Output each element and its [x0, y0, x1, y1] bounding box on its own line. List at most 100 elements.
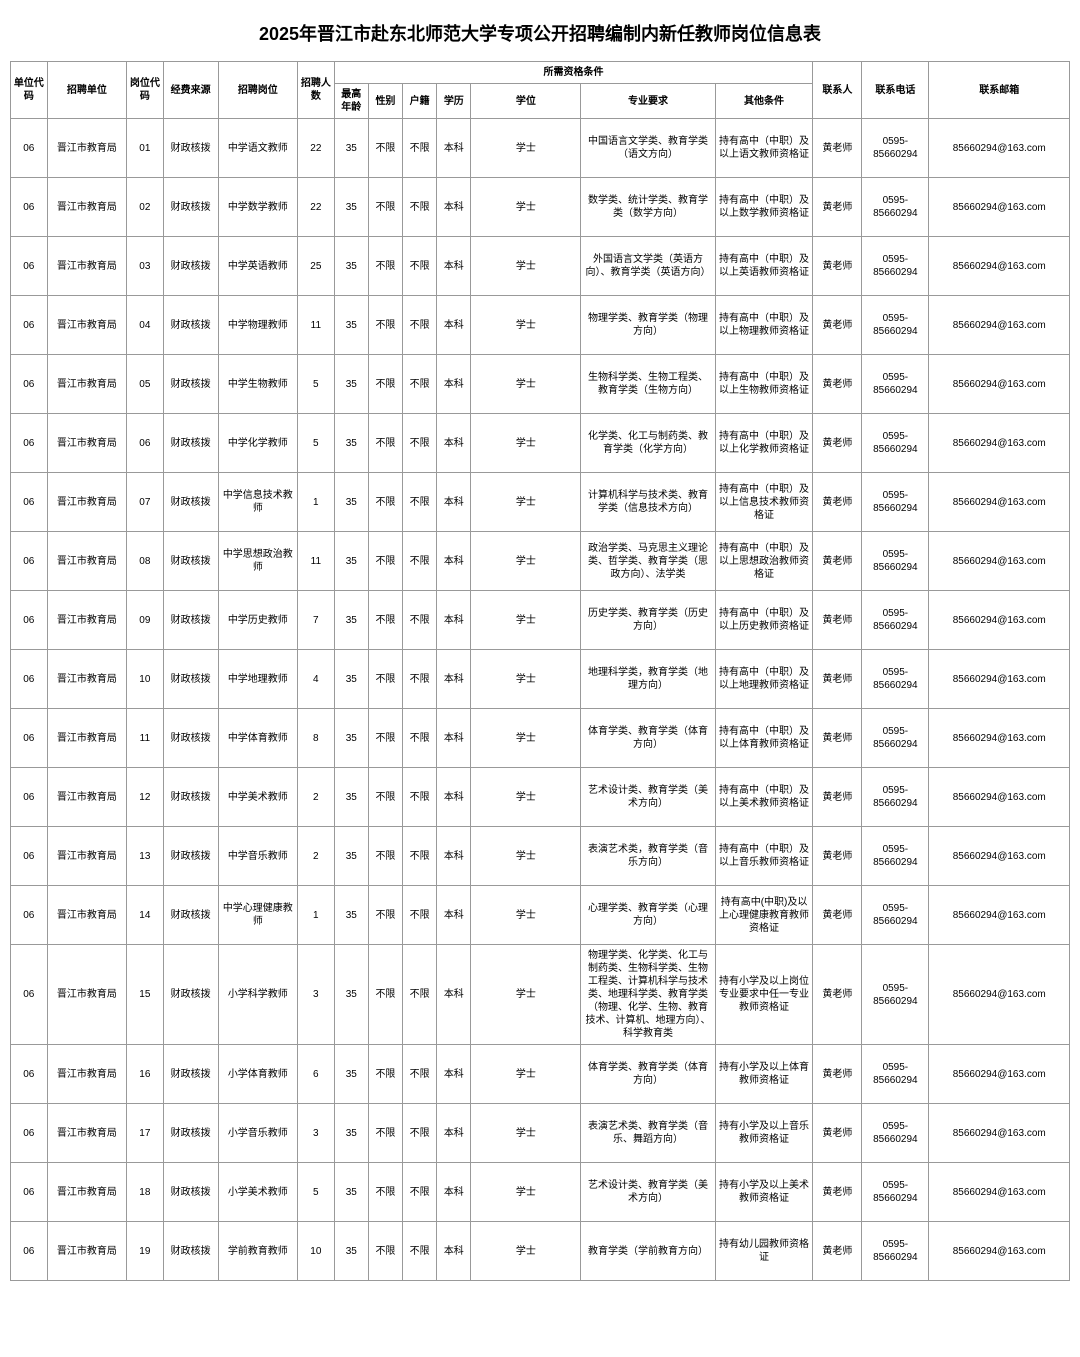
cell-contact: 黄老师 [813, 591, 862, 650]
cell-posName: 中学心理健康教师 [218, 886, 297, 945]
table-row: 06晋江市教育局06财政核拨中学化学教师535不限不限本科学士化学类、化工与制药… [11, 414, 1070, 473]
cell-gender: 不限 [368, 945, 402, 1045]
cell-unit: 晋江市教育局 [47, 827, 126, 886]
cell-other: 持有高中（中职）及以上音乐教师资格证 [715, 827, 813, 886]
cell-posName: 中学数学教师 [218, 178, 297, 237]
cell-fund: 财政核拨 [163, 532, 218, 591]
cell-unitCode: 06 [11, 1104, 48, 1163]
cell-fund: 财政核拨 [163, 355, 218, 414]
cell-age: 35 [334, 355, 368, 414]
cell-unitCode: 06 [11, 178, 48, 237]
cell-fund: 财政核拨 [163, 414, 218, 473]
cell-degree: 学士 [471, 768, 581, 827]
cell-degree: 学士 [471, 1163, 581, 1222]
cell-contact: 黄老师 [813, 650, 862, 709]
table-row: 06晋江市教育局05财政核拨中学生物教师535不限不限本科学士生物科学类、生物工… [11, 355, 1070, 414]
cell-email: 85660294@163.com [929, 591, 1070, 650]
cell-posName: 中学体育教师 [218, 709, 297, 768]
header-contact: 联系人 [813, 62, 862, 119]
cell-huji: 不限 [403, 1222, 437, 1281]
cell-huji: 不限 [403, 473, 437, 532]
cell-edu: 本科 [437, 414, 471, 473]
cell-phone: 0595-85660294 [862, 296, 929, 355]
cell-edu: 本科 [437, 1104, 471, 1163]
cell-contact: 黄老师 [813, 237, 862, 296]
cell-age: 35 [334, 591, 368, 650]
cell-huji: 不限 [403, 945, 437, 1045]
cell-contact: 黄老师 [813, 1163, 862, 1222]
cell-major: 化学类、化工与制药类、教育学类（化学方向） [581, 414, 715, 473]
cell-gender: 不限 [368, 355, 402, 414]
cell-count: 10 [298, 1222, 335, 1281]
cell-huji: 不限 [403, 709, 437, 768]
cell-posCode: 09 [127, 591, 164, 650]
cell-edu: 本科 [437, 1222, 471, 1281]
cell-posCode: 07 [127, 473, 164, 532]
cell-degree: 学士 [471, 1104, 581, 1163]
cell-huji: 不限 [403, 591, 437, 650]
cell-unitCode: 06 [11, 119, 48, 178]
cell-other: 持有幼儿园教师资格证 [715, 1222, 813, 1281]
cell-fund: 财政核拨 [163, 886, 218, 945]
cell-age: 35 [334, 827, 368, 886]
cell-phone: 0595-85660294 [862, 709, 929, 768]
table-row: 06晋江市教育局18财政核拨小学美术教师535不限不限本科学士艺术设计类、教育学… [11, 1163, 1070, 1222]
cell-unitCode: 06 [11, 1163, 48, 1222]
cell-edu: 本科 [437, 591, 471, 650]
cell-email: 85660294@163.com [929, 768, 1070, 827]
cell-contact: 黄老师 [813, 532, 862, 591]
cell-posName: 学前教育教师 [218, 1222, 297, 1281]
cell-posName: 小学美术教师 [218, 1163, 297, 1222]
table-row: 06晋江市教育局04财政核拨中学物理教师1135不限不限本科学士物理学类、教育学… [11, 296, 1070, 355]
cell-huji: 不限 [403, 1163, 437, 1222]
cell-huji: 不限 [403, 1045, 437, 1104]
cell-other: 持有高中（中职）及以上物理教师资格证 [715, 296, 813, 355]
cell-unit: 晋江市教育局 [47, 768, 126, 827]
table-row: 06晋江市教育局13财政核拨中学音乐教师235不限不限本科学士表演艺术类，教育学… [11, 827, 1070, 886]
cell-unitCode: 06 [11, 768, 48, 827]
cell-edu: 本科 [437, 709, 471, 768]
cell-gender: 不限 [368, 1163, 402, 1222]
cell-other: 持有高中（中职）及以上数学教师资格证 [715, 178, 813, 237]
cell-age: 35 [334, 532, 368, 591]
cell-gender: 不限 [368, 768, 402, 827]
cell-unit: 晋江市教育局 [47, 532, 126, 591]
cell-count: 5 [298, 414, 335, 473]
cell-gender: 不限 [368, 296, 402, 355]
table-row: 06晋江市教育局16财政核拨小学体育教师635不限不限本科学士体育学类、教育学类… [11, 1045, 1070, 1104]
header-email: 联系邮箱 [929, 62, 1070, 119]
cell-posCode: 05 [127, 355, 164, 414]
cell-posName: 中学地理教师 [218, 650, 297, 709]
cell-posCode: 11 [127, 709, 164, 768]
cell-other: 持有小学及以上体育教师资格证 [715, 1045, 813, 1104]
cell-unit: 晋江市教育局 [47, 355, 126, 414]
cell-other: 持有高中（中职）及以上信息技术教师资格证 [715, 473, 813, 532]
cell-count: 8 [298, 709, 335, 768]
cell-posName: 中学思想政治教师 [218, 532, 297, 591]
cell-fund: 财政核拨 [163, 591, 218, 650]
cell-fund: 财政核拨 [163, 945, 218, 1045]
cell-email: 85660294@163.com [929, 1045, 1070, 1104]
cell-gender: 不限 [368, 1222, 402, 1281]
cell-degree: 学士 [471, 296, 581, 355]
cell-unit: 晋江市教育局 [47, 178, 126, 237]
cell-age: 35 [334, 237, 368, 296]
cell-major: 体育学类、教育学类（体育方向） [581, 1045, 715, 1104]
cell-major: 生物科学类、生物工程类、教育学类（生物方向） [581, 355, 715, 414]
cell-age: 35 [334, 1222, 368, 1281]
cell-posName: 小学体育教师 [218, 1045, 297, 1104]
cell-posCode: 08 [127, 532, 164, 591]
header-edu: 学历 [437, 84, 471, 119]
table-row: 06晋江市教育局02财政核拨中学数学教师2235不限不限本科学士数学类、统计学类… [11, 178, 1070, 237]
cell-contact: 黄老师 [813, 178, 862, 237]
cell-unit: 晋江市教育局 [47, 591, 126, 650]
cell-huji: 不限 [403, 886, 437, 945]
cell-count: 2 [298, 827, 335, 886]
cell-gender: 不限 [368, 827, 402, 886]
cell-major: 表演艺术类，教育学类（音乐方向） [581, 827, 715, 886]
cell-contact: 黄老师 [813, 1222, 862, 1281]
cell-count: 22 [298, 178, 335, 237]
cell-posName: 中学化学教师 [218, 414, 297, 473]
cell-fund: 财政核拨 [163, 1045, 218, 1104]
cell-major: 政治学类、马克思主义理论类、哲学类、教育学类（思政方向）、法学类 [581, 532, 715, 591]
